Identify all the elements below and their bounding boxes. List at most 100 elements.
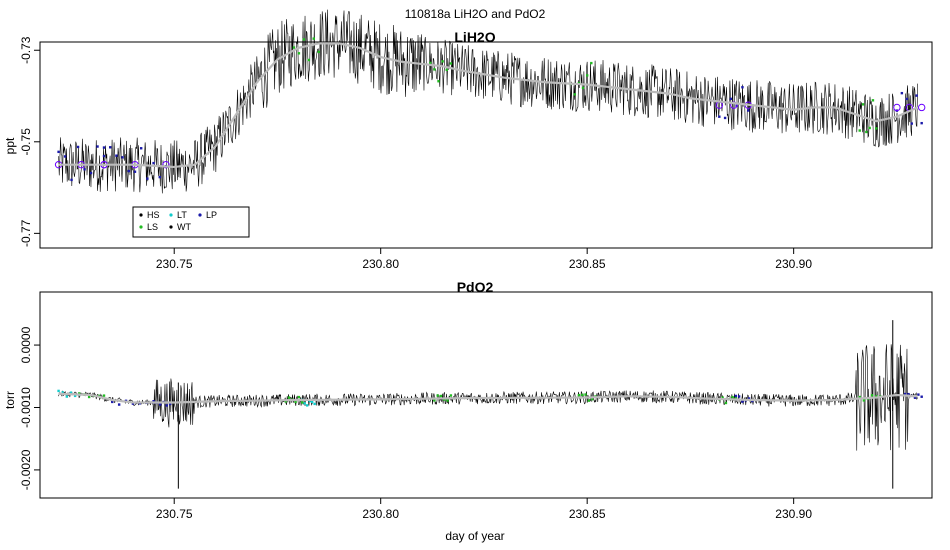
lih2o-marker [865, 130, 868, 134]
pdo2-marker [870, 394, 874, 397]
pdo2-marker [297, 395, 301, 399]
lih2o-marker [590, 61, 593, 65]
pdo2-marker [446, 399, 449, 402]
lih2o-x-axis: 230.75 230.80 230.85 230.90 [156, 248, 812, 271]
pdo2-marker [858, 395, 861, 399]
pdo2-y-tick-label: -0.0020 [19, 449, 33, 490]
lih2o-marker [302, 38, 306, 41]
lih2o-panel: LiH2O ppt 230.75 230.80 230.85 230.90 -0.77… [3, 9, 933, 271]
lih2o-marker [437, 80, 440, 83]
lih2o-marker-group-2 [292, 37, 320, 62]
pdo2-y-tick-label: 0.0000 [19, 326, 33, 363]
pdo2-marker [305, 404, 309, 407]
lih2o-marker [445, 68, 448, 71]
lih2o-marker-ring [730, 101, 738, 109]
lih2o-y-tick-label: -0.73 [19, 36, 33, 64]
x-axis-label: day of year [445, 529, 504, 543]
lih2o-marker [871, 99, 875, 102]
pdo2-marker [917, 393, 920, 396]
pdo2-marker [584, 393, 587, 396]
pdo2-marker [731, 395, 734, 399]
lih2o-marker [910, 122, 913, 125]
lih2o-marker [89, 171, 93, 175]
lih2o-marker [292, 46, 296, 49]
lih2o-marker-group-7 [893, 91, 926, 125]
lih2o-y-tick-label: -0.75 [19, 128, 33, 156]
lih2o-x-tick-label: 230.80 [362, 257, 399, 271]
pdo2-marker [737, 395, 741, 398]
pdo2-marker [577, 393, 581, 397]
pdo2-plot-frame [39, 291, 933, 499]
pdo2-marker [165, 404, 168, 407]
lih2o-marker [312, 37, 315, 40]
pdo2-x-axis: 230.75 230.80 230.85 230.90 [156, 498, 812, 521]
lih2o-marker-ring [162, 160, 170, 169]
lih2o-marker [441, 60, 444, 63]
pdo2-marker [449, 394, 453, 397]
legend-label-ls: LS [147, 222, 158, 232]
lih2o-marker [585, 74, 589, 77]
lih2o-marker [146, 177, 149, 180]
lih2o-marker [875, 127, 878, 130]
pdo2-panel-title: PdO2 [457, 279, 494, 295]
lih2o-data-layer [54, 9, 926, 194]
pdo2-marker [443, 398, 446, 401]
lih2o-marker [158, 175, 161, 179]
pdo2-data-layer [57, 320, 923, 489]
legend-swatch-wt [169, 225, 173, 229]
legend-label-wt: WT [177, 222, 191, 232]
legend-swatch-lp [198, 213, 202, 217]
lih2o-marker [729, 97, 733, 101]
pdo2-marker [903, 392, 907, 396]
pdo2-marker [747, 397, 751, 400]
pdo2-marker [734, 394, 738, 398]
lih2o-marker [109, 146, 112, 149]
pdo2-ylabel: torr [3, 391, 17, 409]
pdo2-marker [284, 400, 287, 403]
lih2o-marker-ring [893, 103, 901, 112]
lih2o-marker [868, 126, 871, 130]
lih2o-marker [429, 61, 432, 65]
pdo2-marker [111, 400, 114, 404]
lih2o-x-tick-label: 230.75 [156, 257, 193, 271]
pdo2-marker [287, 396, 291, 399]
lih2o-y-axis: -0.77 -0.75 -0.73 [19, 36, 40, 247]
legend-swatch-hs [139, 213, 143, 217]
lih2o-marker [920, 121, 923, 125]
pdo2-marker [310, 400, 314, 403]
lih2o-marker-group-5 [715, 86, 752, 120]
pdo2-x-tick-label: 230.75 [156, 507, 193, 521]
pdo2-y-axis: -0.0020 -0.0010 0.0000 [19, 326, 40, 490]
lih2o-marker [57, 150, 60, 154]
pdo2-panel: PdO2 torr 230.75 230.80 230.85 230.90 -0.00… [3, 279, 933, 521]
lih2o-marker [317, 50, 320, 54]
pdo2-marker [301, 401, 304, 404]
pdo2-x-tick-label: 230.90 [775, 507, 812, 521]
lih2o-marker [102, 146, 106, 149]
pdo2-marker [734, 396, 738, 400]
lih2o-marker [718, 115, 721, 118]
pdo2-marker [61, 391, 64, 394]
pdo2-marker [907, 392, 910, 396]
lih2o-marker-group-3 [429, 60, 453, 83]
pdo2-marker-group-6 [433, 394, 453, 402]
pdo2-marker [57, 389, 60, 393]
lih2o-marker [83, 168, 86, 171]
legend-label-hs: HS [147, 210, 160, 220]
lih2o-ylabel: ppt [3, 137, 17, 154]
lih2o-plot-frame [39, 41, 933, 249]
lih2o-x-tick-label: 230.85 [569, 257, 606, 271]
pdo2-marker [741, 400, 744, 403]
lih2o-marker [858, 129, 861, 132]
lih2o-marker [76, 145, 80, 149]
legend-box [132, 206, 250, 238]
pdo2-marker [862, 399, 866, 402]
lih2o-marker-ring [917, 103, 926, 112]
lih2o-marker [861, 103, 865, 106]
pdo2-y-tick-label: -0.0010 [19, 387, 33, 428]
pdo2-marker [436, 394, 439, 397]
pdo2-smooth-series [58, 392, 918, 404]
lih2o-panel-title: LiH2O [454, 29, 495, 45]
